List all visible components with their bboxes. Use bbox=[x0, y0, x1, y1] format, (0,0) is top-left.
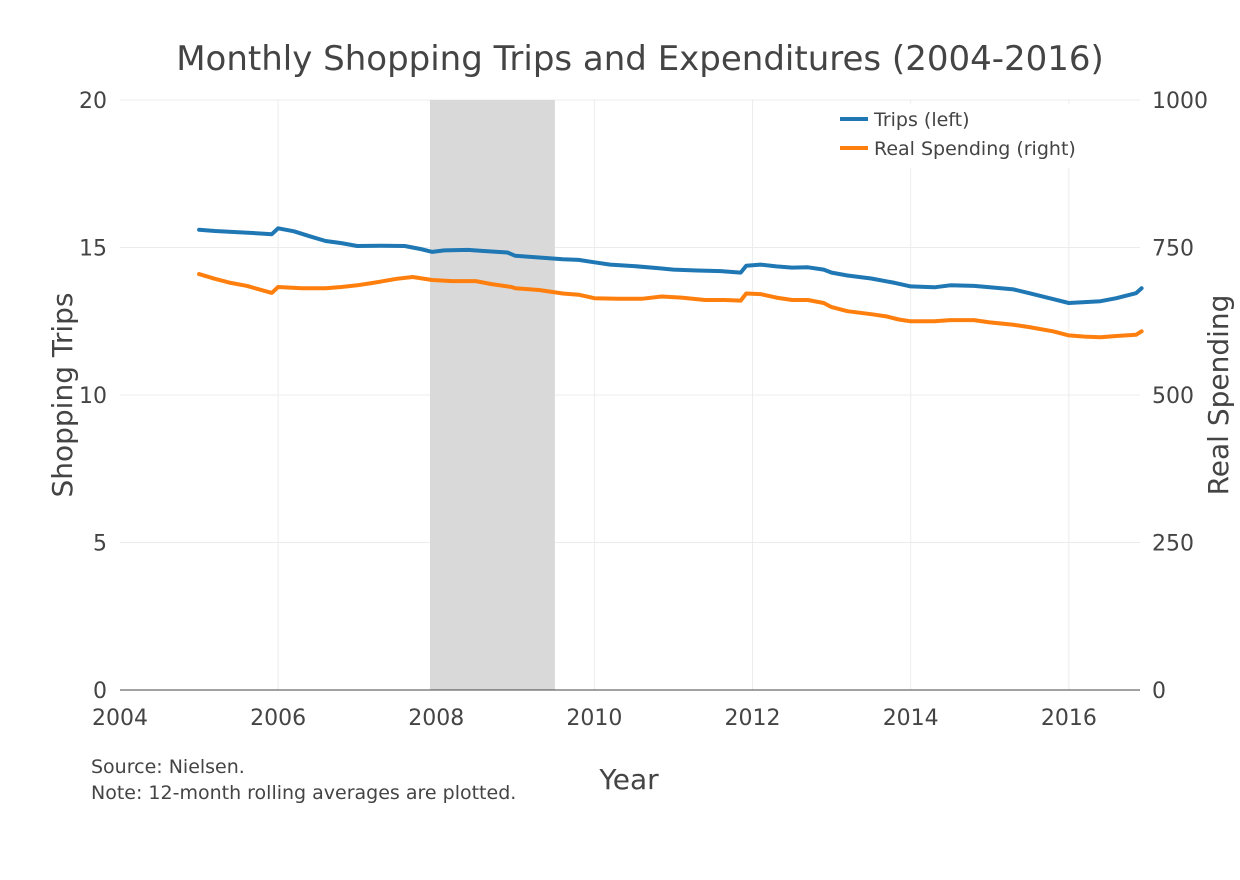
y-tick-label: 10 bbox=[79, 384, 107, 409]
y-tick-label: 15 bbox=[79, 237, 107, 262]
recession-band bbox=[429, 100, 555, 690]
recession-band-layer bbox=[429, 100, 555, 690]
y2-tick-label: 1000 bbox=[1152, 89, 1208, 114]
source-note: Source: Nielsen. bbox=[91, 756, 245, 778]
y-tick-label: 0 bbox=[93, 679, 107, 704]
x-tick-label: 2010 bbox=[566, 706, 622, 731]
legend-background bbox=[832, 104, 1092, 168]
grid-layer bbox=[120, 99, 1140, 690]
x-tick-label: 2004 bbox=[92, 706, 148, 731]
x-tick-label: 2014 bbox=[883, 706, 939, 731]
y-tick-label: 5 bbox=[93, 532, 107, 557]
y2-tick-label: 250 bbox=[1152, 532, 1194, 557]
x-tick-label: 2016 bbox=[1041, 706, 1097, 731]
x-tick-label: 2012 bbox=[725, 706, 781, 731]
chart-title: Monthly Shopping Trips and Expenditures … bbox=[176, 39, 1104, 79]
x-axis-title: Year bbox=[598, 763, 659, 796]
legend: Trips (left) Real Spending (right) bbox=[832, 104, 1092, 168]
y2-tick-label: 750 bbox=[1152, 237, 1194, 262]
series-layer bbox=[197, 226, 1144, 340]
legend-label-spending: Real Spending (right) bbox=[874, 138, 1076, 160]
legend-label-trips: Trips (left) bbox=[873, 109, 970, 131]
series-line-real-spending bbox=[197, 272, 1144, 340]
y2-axis-title: Real Spending bbox=[1202, 295, 1235, 496]
x-tick-label: 2006 bbox=[250, 706, 306, 731]
y-tick-label: 20 bbox=[79, 89, 107, 114]
y2-tick-label: 500 bbox=[1152, 384, 1194, 409]
x-tick-label: 2008 bbox=[408, 706, 464, 731]
series-line-trips bbox=[197, 226, 1144, 305]
axis-layer: 2004 2006 2008 2010 2012 2014 2016 0 5 10 15 20 0 250… bbox=[79, 89, 1208, 731]
method-note: Note: 12-month rolling averages are plot… bbox=[91, 782, 516, 804]
y-axis-title: Shopping Trips bbox=[46, 292, 79, 497]
y2-tick-label: 0 bbox=[1152, 679, 1166, 704]
